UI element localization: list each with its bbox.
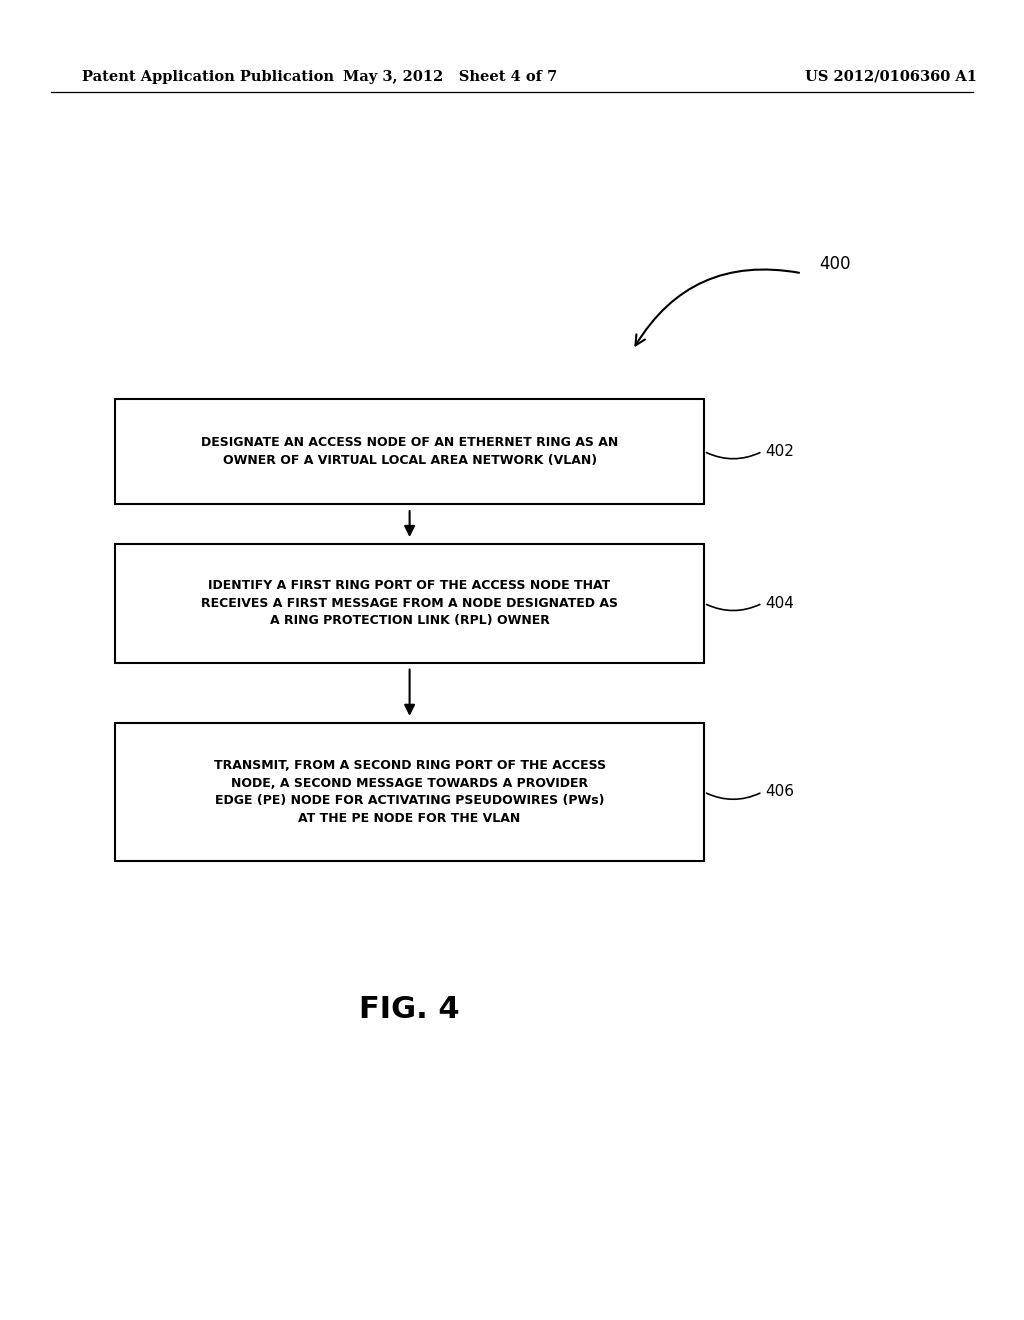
Text: US 2012/0106360 A1: US 2012/0106360 A1 <box>805 70 977 83</box>
Text: 404: 404 <box>766 595 795 611</box>
Bar <box>116 399 705 504</box>
Text: 406: 406 <box>766 784 795 800</box>
Text: 400: 400 <box>819 255 851 273</box>
Text: IDENTIFY A FIRST RING PORT OF THE ACCESS NODE THAT
RECEIVES A FIRST MESSAGE FROM: IDENTIFY A FIRST RING PORT OF THE ACCESS… <box>201 579 618 627</box>
Text: TRANSMIT, FROM A SECOND RING PORT OF THE ACCESS
NODE, A SECOND MESSAGE TOWARDS A: TRANSMIT, FROM A SECOND RING PORT OF THE… <box>214 759 605 825</box>
Text: FIG. 4: FIG. 4 <box>359 995 460 1024</box>
Bar <box>116 544 705 663</box>
Text: Patent Application Publication: Patent Application Publication <box>82 70 334 83</box>
Text: 402: 402 <box>766 444 795 459</box>
Bar <box>116 723 705 861</box>
Text: May 3, 2012   Sheet 4 of 7: May 3, 2012 Sheet 4 of 7 <box>343 70 558 83</box>
Text: DESIGNATE AN ACCESS NODE OF AN ETHERNET RING AS AN
OWNER OF A VIRTUAL LOCAL AREA: DESIGNATE AN ACCESS NODE OF AN ETHERNET … <box>201 436 618 467</box>
